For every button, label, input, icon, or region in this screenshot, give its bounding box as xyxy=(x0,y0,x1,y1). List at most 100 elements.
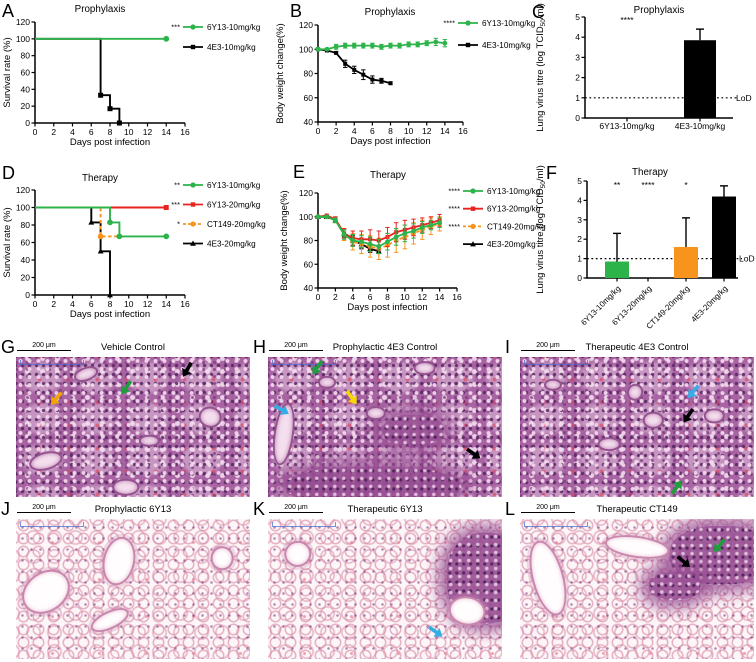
y-axis-label: Lung virus titre (log TCID50/ml) xyxy=(535,165,547,293)
sig-stars: **** xyxy=(641,180,655,190)
histology-title: Therapeutic 4E3 Control xyxy=(585,342,689,353)
panel-letter: J xyxy=(1,499,10,519)
histology-image xyxy=(520,357,754,497)
svg-text:0: 0 xyxy=(25,290,30,300)
panel-letter: H xyxy=(253,337,266,357)
svg-text:120: 120 xyxy=(16,185,30,195)
svg-text:14: 14 xyxy=(435,292,445,302)
axes: 40 60 80 100 120 0 2 4 6 8 10 12 14 16 Days post infec… xyxy=(299,188,462,313)
svg-text:8: 8 xyxy=(108,127,113,137)
scale-bar: 200 μm xyxy=(17,504,71,513)
panel-title: Therapy xyxy=(632,167,668,178)
panel-title: Therapy xyxy=(82,173,118,184)
svg-text:2: 2 xyxy=(51,127,56,137)
legend-label: 6Y13-10mg/kg xyxy=(487,187,541,196)
legend-label: 6Y13-10mg/kg xyxy=(207,181,261,190)
svg-text:16: 16 xyxy=(458,126,468,136)
legend-label: CT149-20mg/kg xyxy=(207,220,266,229)
legend-label: 6Y13-10mg/kg xyxy=(482,19,536,28)
series-4E3-10mg/kg xyxy=(35,37,122,126)
scale-bar: 200 μm xyxy=(521,342,575,351)
histology-image xyxy=(268,357,502,497)
consolidation-patch xyxy=(648,572,701,601)
panel-letter: D xyxy=(2,163,15,183)
panel-title: Prophylaxis xyxy=(634,5,685,16)
svg-text:12: 12 xyxy=(143,299,153,309)
svg-text:4: 4 xyxy=(575,32,580,42)
annotation-arrow xyxy=(307,357,327,378)
panel-A: A Prophylaxis 0 20 40 60 80 100 120 0 2 4 6 8 10 12 14 16… xyxy=(0,0,305,160)
svg-text:10: 10 xyxy=(124,299,134,309)
airway-lumen xyxy=(16,560,79,623)
scale-bar: 200 μm xyxy=(269,504,323,513)
histology-title: Therapeutic CT149 xyxy=(596,504,678,515)
svg-text:16: 16 xyxy=(452,292,462,302)
axes: 40 60 80 100 120 0 2 4 6 8 10 12 14 16 Days post infec… xyxy=(299,20,468,147)
svg-text:14: 14 xyxy=(162,127,172,137)
svg-text:16: 16 xyxy=(180,299,190,309)
histology-image xyxy=(268,519,502,659)
svg-text:4: 4 xyxy=(350,292,355,302)
svg-text:120: 120 xyxy=(299,20,313,30)
consolidation-patch xyxy=(285,466,462,497)
svg-text:0: 0 xyxy=(316,126,321,136)
legend-label: 6Y13-10mg/kg xyxy=(207,23,261,32)
axes: 0 20 40 60 80 100 120 0 2 4 6 8 10 12 14 16 Days post in… xyxy=(16,17,190,148)
svg-text:6: 6 xyxy=(89,127,94,137)
airway-lumen xyxy=(139,434,160,448)
histology-title: Prophylactic 4E3 Control xyxy=(332,342,438,353)
airway-lumen xyxy=(210,546,234,570)
chart-D: D Therapy 0 20 40 60 80 100 120 0 2 4 6 8 10 12 14 16 Days… xyxy=(2,163,266,320)
panel-letter: E xyxy=(293,162,305,182)
svg-text:60: 60 xyxy=(304,93,314,103)
svg-text:60: 60 xyxy=(21,238,31,248)
svg-text:120: 120 xyxy=(299,188,313,198)
airway-lumen xyxy=(365,406,386,420)
x-axis-label: Days post infection xyxy=(70,137,150,148)
legend: **** 6Y13-10mg/kg 4E3-10mg/kg xyxy=(443,19,535,51)
airway-lumen xyxy=(543,378,562,392)
annotation-arrow xyxy=(342,387,362,408)
svg-text:0: 0 xyxy=(575,113,580,123)
svg-text:40: 40 xyxy=(304,117,314,127)
chart-E: E Therapy 40 60 80 100 120 0 2 4 6 8 10 12 14 16 Days po… xyxy=(279,162,546,313)
svg-text:2: 2 xyxy=(51,299,56,309)
legend-sig: ** xyxy=(174,181,180,190)
airway-lumen xyxy=(522,536,574,620)
annotation-arrow xyxy=(45,388,66,409)
bar-label: 6Y13-10mg/kg xyxy=(599,121,655,131)
panel-letter: L xyxy=(505,499,516,519)
legend-label: 4E3-20mg/kg xyxy=(487,240,536,249)
svg-text:100: 100 xyxy=(299,44,313,54)
panel-letter: C xyxy=(532,2,545,22)
svg-text:16: 16 xyxy=(180,127,190,137)
lod-label: LoD xyxy=(736,93,752,103)
svg-text:40: 40 xyxy=(21,84,31,94)
svg-text:0: 0 xyxy=(577,273,582,283)
airway-lumen xyxy=(112,478,140,496)
chart-A: A Prophylaxis 0 20 40 60 80 100 120 0 2 4 6 8 10 12 14 16… xyxy=(2,1,261,148)
svg-text:6: 6 xyxy=(370,126,375,136)
series-4E3-10mg/kg xyxy=(315,47,393,86)
svg-text:3: 3 xyxy=(577,215,582,225)
panel-L: L Therapeutic CT149 200 μm xyxy=(504,499,756,662)
sig-stars: **** xyxy=(620,15,634,25)
annotation-arrow xyxy=(708,535,729,556)
svg-text:100: 100 xyxy=(16,203,30,213)
panel-letter: A xyxy=(2,1,14,21)
svg-text:0: 0 xyxy=(33,127,38,137)
airway-lumen xyxy=(98,533,140,589)
bar-CT149-20mg/kg xyxy=(674,246,698,278)
svg-text:4: 4 xyxy=(352,126,357,136)
annotation-arrow xyxy=(678,405,698,426)
legend-label: 4E3-20mg/kg xyxy=(207,240,256,249)
airway-lumen xyxy=(317,375,336,389)
svg-text:40: 40 xyxy=(21,255,31,265)
airway-lumen xyxy=(27,447,66,474)
scale-bar: 200 μm xyxy=(269,342,323,351)
panel-title: Therapy xyxy=(370,170,406,181)
bar-4E3-10mg/kg xyxy=(684,40,716,119)
svg-text:0: 0 xyxy=(316,292,321,302)
svg-text:12: 12 xyxy=(418,292,428,302)
legend-label: 6Y13-20mg/kg xyxy=(487,205,541,214)
